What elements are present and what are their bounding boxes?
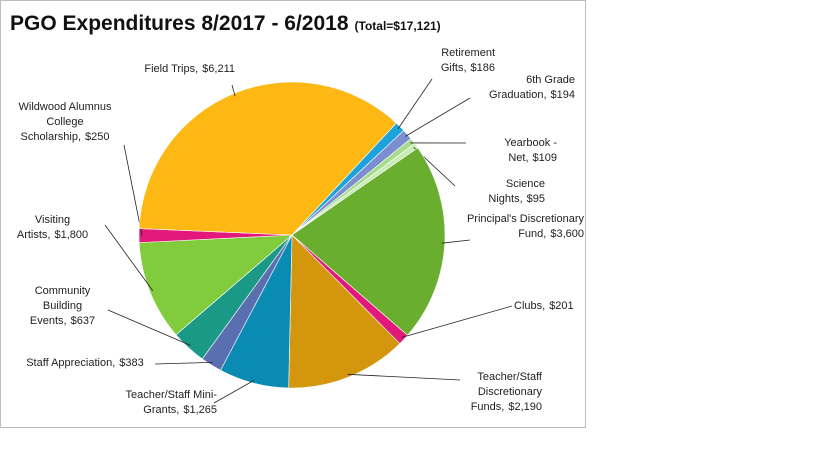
chart-frame (0, 0, 586, 428)
value-label: $201 (549, 300, 574, 312)
data-label: Clubs, $201 (514, 299, 584, 314)
category-label: Teacher/Staff Discretionary Funds, (470, 371, 542, 413)
value-label: $1,800 (54, 229, 89, 241)
category-label: Wildwood Alumnus College Scholarship, (18, 101, 112, 143)
data-label: Science Nights, $95 (450, 177, 545, 207)
title-block: PGO Expenditures 8/2017 - 6/2018 (Total=$… (10, 12, 441, 36)
category-label: Science Nights, (488, 178, 545, 205)
data-label: Staff Appreciation, $383 (15, 356, 155, 371)
value-label: $194 (550, 89, 575, 101)
category-label: Teacher/Staff Mini-Grants, (125, 389, 217, 416)
leader-line (107, 309, 191, 346)
category-label: Visiting Artists, (16, 214, 71, 241)
leader-line (231, 84, 236, 97)
data-label: Visiting Artists, $1,800 (0, 213, 105, 243)
category-label: 6th Grade Graduation, (489, 74, 575, 101)
category-label: Yearbook - Net, (504, 137, 557, 164)
pie-slice (291, 147, 446, 336)
data-label: Field Trips, $6,211 (85, 62, 235, 77)
value-label: $95 (526, 193, 545, 205)
value-label: $3,600 (550, 228, 584, 240)
data-label: Community Building Events, $637 (15, 284, 110, 329)
data-label: Teacher/Staff Discretionary Funds, $2,190 (450, 370, 542, 415)
leader-line (441, 239, 471, 244)
value-label: $250 (85, 131, 110, 143)
data-label: Wildwood Alumnus College Scholarship, $25… (5, 100, 125, 145)
leader-line (397, 78, 433, 130)
leader-line (401, 305, 513, 338)
category-label: Clubs, (514, 300, 546, 312)
value-label: $383 (119, 357, 144, 369)
category-label: Field Trips, (144, 63, 199, 75)
value-label: $1,265 (183, 404, 217, 416)
pie-slice (138, 234, 293, 336)
category-label: Community Building Events, (29, 285, 91, 327)
value-label: $6,211 (202, 63, 235, 75)
data-label: Principal's Discretionary Fund, $3,600 (462, 212, 584, 242)
leader-line (123, 144, 143, 236)
data-label: Yearbook - Net, $109 (462, 136, 557, 166)
category-label: Staff Appreciation, (26, 357, 116, 369)
data-label: Retirement Gifts, $186 (395, 46, 495, 76)
leader-line (404, 97, 471, 137)
category-label: Principal's Discretionary Fund, (466, 213, 584, 240)
data-label: 6th Grade Graduation, $194 (470, 73, 575, 103)
value-label: $637 (70, 315, 96, 327)
pie-slice (288, 234, 401, 389)
value-label: $109 (532, 152, 557, 164)
category-label: Retirement Gifts, (440, 47, 495, 74)
chart-title: PGO Expenditures 8/2017 - 6/2018 (10, 12, 349, 35)
leader-line (347, 373, 461, 381)
value-label: $2,190 (508, 401, 542, 413)
leader-line (213, 379, 255, 404)
data-label: Teacher/Staff Mini-Grants, $1,265 (95, 388, 217, 418)
leader-line (104, 224, 154, 291)
chart-subtitle: (Total=$17,121) (354, 19, 441, 33)
leader-line (154, 361, 213, 365)
value-label: $186 (470, 62, 495, 74)
